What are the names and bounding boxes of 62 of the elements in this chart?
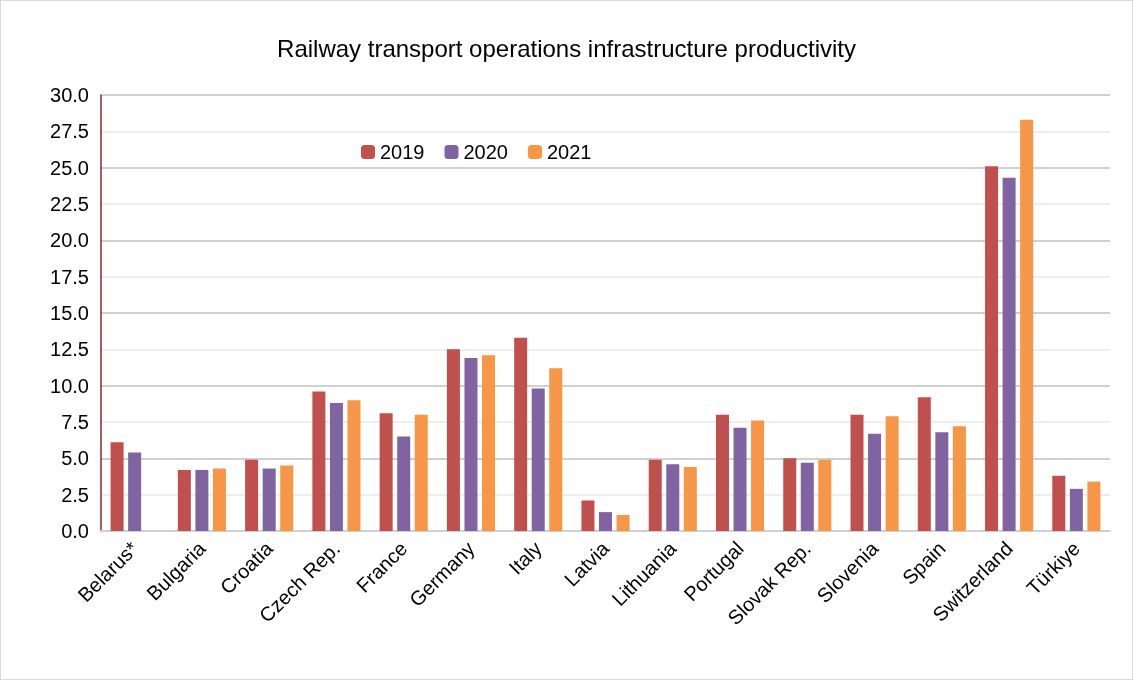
- y-tick-label: 22.5: [50, 193, 89, 215]
- bar: [952, 426, 966, 531]
- bar: [110, 442, 124, 531]
- y-tick-label: 25.0: [50, 156, 89, 179]
- bar: [985, 166, 999, 531]
- y-tick-label: 15.0: [50, 302, 89, 324]
- bar: [262, 468, 276, 531]
- bar: [616, 515, 630, 531]
- y-tick-label: 30.0: [50, 84, 89, 106]
- bar: [514, 337, 528, 531]
- bar: [1002, 177, 1016, 531]
- bar: [379, 413, 393, 531]
- bar: [917, 397, 931, 531]
- bar: [599, 512, 612, 531]
- bar: [347, 400, 361, 531]
- bar: [751, 420, 765, 531]
- bar: [195, 469, 209, 531]
- y-tick-label: 5.0: [61, 447, 89, 470]
- y-tick-label: 0.0: [61, 520, 89, 542]
- y-tick-label: 17.5: [50, 265, 89, 288]
- bar: [1020, 119, 1034, 531]
- bar: [800, 462, 814, 531]
- bar: [280, 465, 294, 531]
- bar: [868, 433, 882, 531]
- bar: [397, 436, 411, 531]
- bar: [666, 464, 680, 531]
- bar: [818, 459, 832, 531]
- y-tick-label: 7.5: [61, 411, 89, 433]
- bar: [329, 403, 343, 531]
- bar: [128, 452, 142, 531]
- bar: [482, 355, 496, 531]
- bar: [245, 459, 259, 531]
- bar: [683, 467, 697, 531]
- chart-title: Railway transport operations infrastructure productivity: [277, 34, 856, 62]
- bar: [783, 458, 797, 531]
- y-tick-label: 20.0: [50, 229, 89, 252]
- bar: [1069, 488, 1083, 531]
- bar: [177, 469, 191, 531]
- bar: [414, 414, 428, 531]
- bar: [531, 388, 545, 531]
- x-tick-label: Italy: [504, 537, 547, 579]
- legend-label: 2021: [546, 141, 592, 163]
- y-tick-label: 10.0: [50, 374, 89, 397]
- bar: [733, 427, 747, 531]
- bar: [549, 368, 563, 531]
- bar: [312, 391, 326, 531]
- bar: [648, 459, 662, 531]
- bar: [935, 432, 949, 531]
- y-tick-label: 27.5: [50, 120, 89, 143]
- legend-label: 2020: [463, 141, 508, 163]
- bar: [850, 414, 864, 531]
- bar: [212, 468, 226, 531]
- bar: [715, 414, 729, 531]
- bar: [1087, 481, 1101, 531]
- y-tick-label: 12.5: [50, 338, 89, 361]
- bar: [581, 500, 595, 531]
- bar: [1052, 475, 1066, 531]
- legend-label: 2019: [380, 141, 425, 163]
- bar: [446, 349, 460, 531]
- y-tick-label: 2.5: [61, 483, 89, 506]
- bar: [464, 358, 478, 531]
- bar: [885, 416, 899, 531]
